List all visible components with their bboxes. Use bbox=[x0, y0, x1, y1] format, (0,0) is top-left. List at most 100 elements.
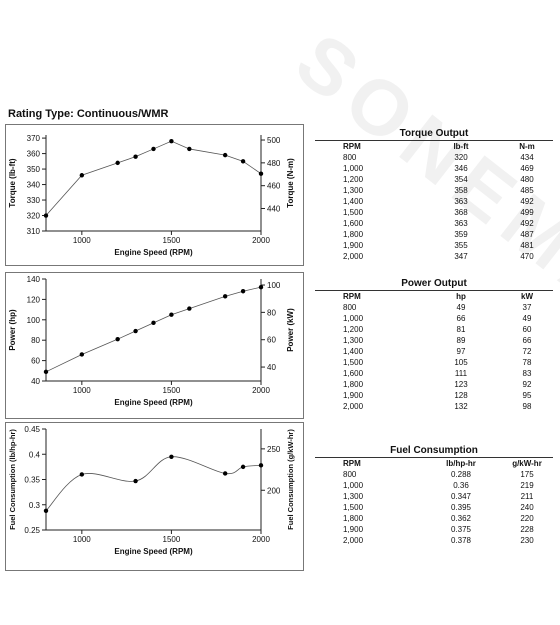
y-tick-label: 120 bbox=[27, 295, 41, 304]
data-point bbox=[222, 471, 228, 476]
table-cell: 1,000 bbox=[343, 314, 364, 323]
data-point bbox=[79, 472, 85, 477]
table-cell: 354 bbox=[454, 175, 468, 184]
table-cell: 800 bbox=[343, 153, 357, 162]
y-tick-label: 0.25 bbox=[24, 526, 40, 535]
x-tick-label: 1500 bbox=[163, 236, 181, 245]
data-point bbox=[240, 289, 246, 294]
table-row: 1,300 89 66 bbox=[315, 335, 553, 346]
table-cell: 81 bbox=[456, 325, 466, 334]
table-row: 1,500 105 78 bbox=[315, 357, 553, 368]
data-point bbox=[169, 138, 174, 144]
table-cell: 1,800 bbox=[343, 380, 364, 389]
y-tick-label: 330 bbox=[27, 196, 41, 205]
data-point bbox=[79, 173, 85, 178]
table-cell: 2,000 bbox=[343, 252, 364, 261]
table-row: 1,200 81 60 bbox=[315, 324, 553, 335]
table-cell: 230 bbox=[520, 536, 534, 545]
table-cell: 355 bbox=[454, 241, 468, 250]
y-tick-label: 0.4 bbox=[29, 450, 41, 459]
table-row: 2,000 347 470 bbox=[315, 251, 553, 262]
data-point bbox=[169, 454, 174, 459]
table-row: 1,500 0.395 240 bbox=[315, 502, 553, 513]
table-cell: 105 bbox=[454, 358, 468, 367]
y-axis-label: Power (hp) bbox=[8, 309, 17, 351]
y-tick-label: 0.35 bbox=[24, 476, 40, 485]
fuel-col-rpm: RPM bbox=[343, 459, 361, 468]
data-point bbox=[43, 369, 49, 375]
x-axis-label: Engine Speed (RPM) bbox=[114, 398, 193, 407]
table-row: 1,800 0.362 220 bbox=[315, 513, 553, 524]
x-tick-label: 1000 bbox=[73, 386, 91, 395]
table-cell: 1,000 bbox=[343, 481, 364, 490]
y2-tick-label: 200 bbox=[267, 486, 281, 495]
table-cell: 1,500 bbox=[343, 358, 364, 367]
table-cell: 0.395 bbox=[450, 503, 472, 512]
power-table: Power Output RPM hp kW 800 49 37 1,000 66 49 1… bbox=[315, 278, 553, 412]
table-cell: 0.347 bbox=[450, 492, 472, 501]
table-cell: 98 bbox=[522, 402, 532, 411]
fuel-table: Fuel Consumption RPM lb/hp-hr g/kW-hr 80… bbox=[315, 445, 553, 546]
y2-tick-label: 480 bbox=[267, 159, 281, 168]
table-cell: 1,800 bbox=[343, 230, 364, 239]
y-tick-label: 0.3 bbox=[29, 501, 41, 510]
table-row: 2,000 132 98 bbox=[315, 401, 553, 412]
table-cell: 1,300 bbox=[343, 186, 364, 195]
power-col-kw: kW bbox=[521, 292, 533, 301]
table-cell: 0.378 bbox=[450, 536, 472, 545]
table-cell: 132 bbox=[454, 402, 468, 411]
power-table-title: Power Output bbox=[315, 278, 553, 291]
power-col-rpm: RPM bbox=[343, 292, 361, 301]
table-row: 1,900 128 95 bbox=[315, 390, 553, 401]
table-cell: 800 bbox=[343, 470, 357, 479]
data-point bbox=[258, 284, 264, 290]
data-point bbox=[115, 160, 120, 166]
fuel-chart: 1000 1500 2000 Engine Speed (RPM) 0.25 0.3 0.3… bbox=[8, 425, 295, 556]
table-cell: 175 bbox=[520, 470, 534, 479]
table-row: 1,800 359 487 bbox=[315, 229, 553, 240]
table-cell: 72 bbox=[522, 347, 532, 356]
table-cell: 1,000 bbox=[343, 164, 364, 173]
table-cell: 469 bbox=[520, 164, 534, 173]
table-row: 1,500 368 499 bbox=[315, 207, 553, 218]
y-axis-label: Fuel Consumption (lb/hp-hr) bbox=[8, 429, 17, 530]
table-cell: 1,600 bbox=[343, 369, 364, 378]
x-tick-label: 2000 bbox=[252, 386, 270, 395]
table-cell: 1,400 bbox=[343, 197, 364, 206]
table-row: 1,800 123 92 bbox=[315, 379, 553, 390]
table-cell: 347 bbox=[454, 252, 468, 261]
y2-axis-label: Fuel Consumption (g/kW-hr) bbox=[286, 429, 295, 530]
table-row: 1,000 346 469 bbox=[315, 163, 553, 174]
table-cell: 97 bbox=[456, 347, 466, 356]
y2-tick-label: 460 bbox=[267, 182, 281, 191]
table-cell: 800 bbox=[343, 303, 357, 312]
table-row: 800 0.288 175 bbox=[315, 469, 553, 480]
table-cell: 66 bbox=[522, 336, 532, 345]
table-row: 1,300 0.347 211 bbox=[315, 491, 553, 502]
torque-col-rpm: RPM bbox=[343, 142, 361, 151]
table-cell: 2,000 bbox=[343, 536, 364, 545]
y-tick-label: 340 bbox=[27, 181, 41, 190]
table-cell: 123 bbox=[454, 380, 468, 389]
table-cell: 1,500 bbox=[343, 503, 364, 512]
table-cell: 66 bbox=[456, 314, 466, 323]
table-cell: 359 bbox=[454, 230, 468, 239]
table-cell: 1,900 bbox=[343, 525, 364, 534]
power-chart: 1000 1500 2000 Engine Speed (RPM) 40 60 80 100 1… bbox=[8, 275, 295, 407]
y-tick-label: 310 bbox=[27, 227, 41, 236]
fuel-table-title: Fuel Consumption bbox=[315, 445, 553, 458]
y-tick-label: 40 bbox=[31, 377, 40, 386]
y2-tick-label: 80 bbox=[267, 308, 276, 317]
table-cell: 1,300 bbox=[343, 336, 364, 345]
torque-col-lbft: lb-ft bbox=[453, 142, 469, 151]
y-tick-label: 60 bbox=[31, 357, 40, 366]
x-tick-label: 1500 bbox=[163, 535, 181, 544]
table-cell: 1,200 bbox=[343, 325, 364, 334]
table-cell: 1,200 bbox=[343, 175, 364, 184]
table-cell: 485 bbox=[520, 186, 534, 195]
data-point bbox=[222, 294, 228, 299]
table-cell: 49 bbox=[522, 314, 532, 323]
table-row: 2,000 0.378 230 bbox=[315, 535, 553, 546]
data-point bbox=[133, 478, 138, 484]
table-cell: 1,800 bbox=[343, 514, 364, 523]
